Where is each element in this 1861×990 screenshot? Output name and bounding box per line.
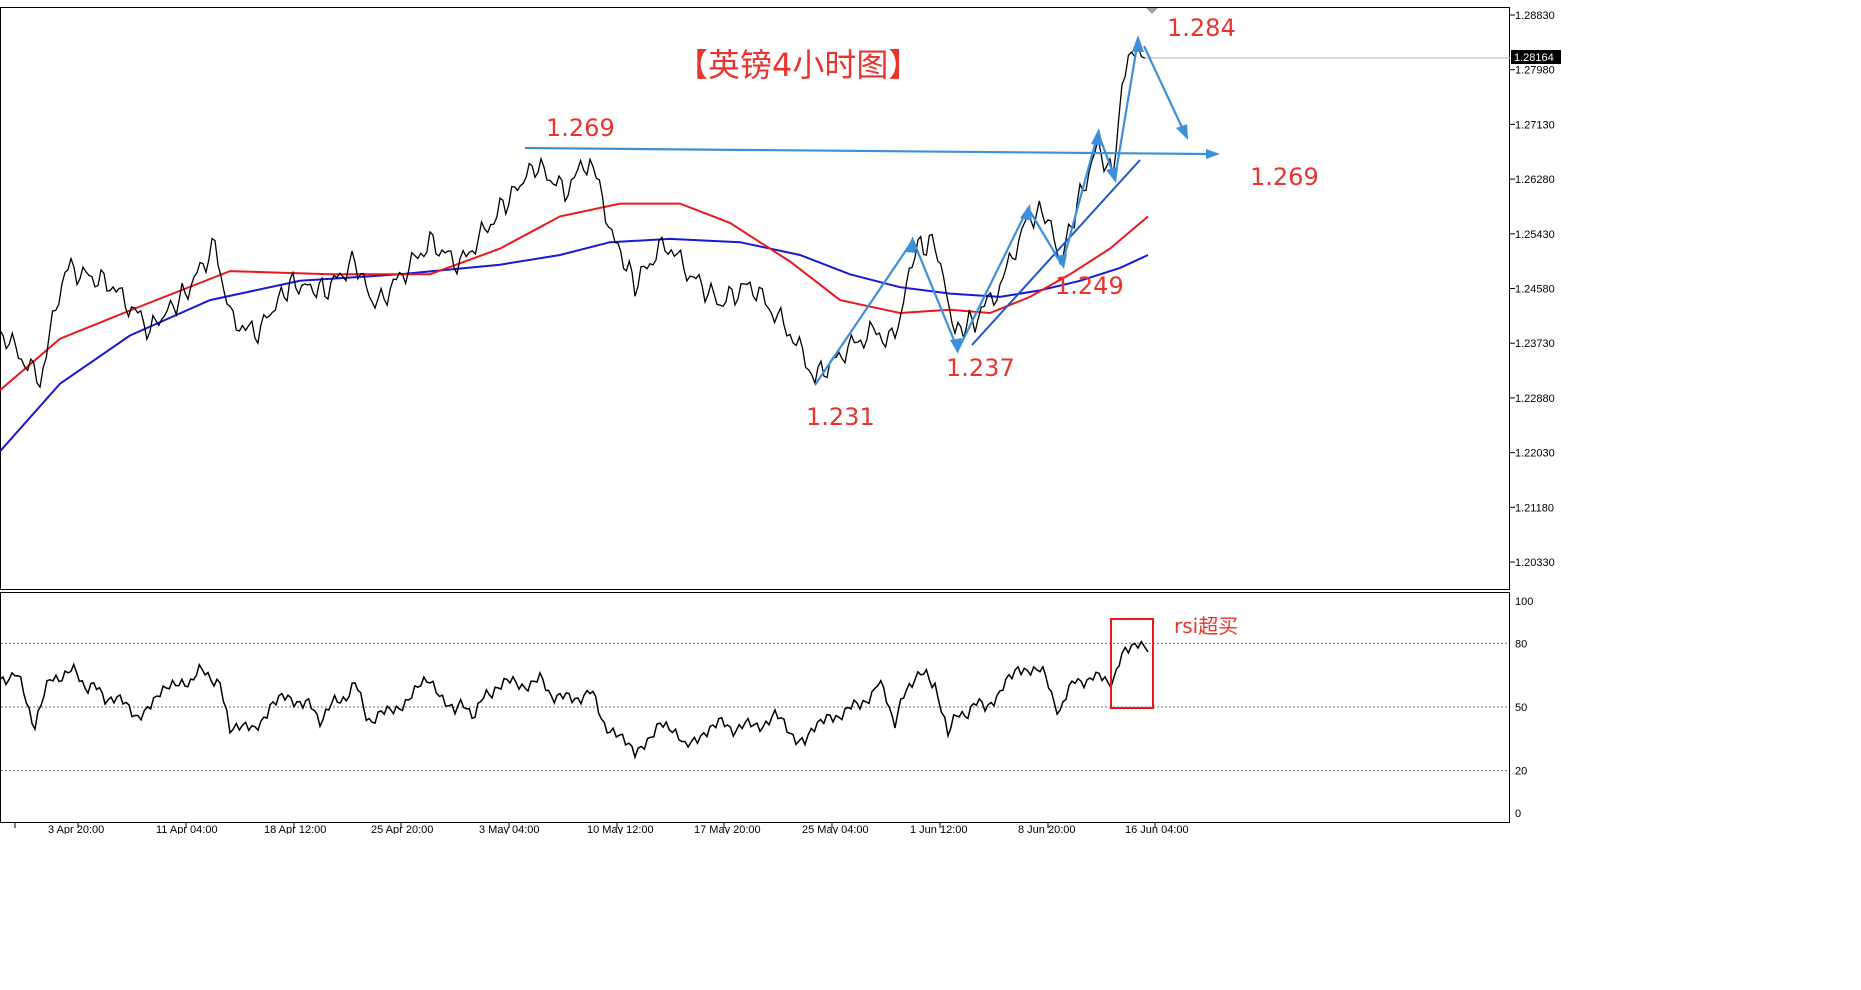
annot-low-1: 1.231 [806,403,875,431]
arrowhead-icon [950,338,962,354]
arrowhead-icon [1020,204,1032,221]
time-tick-label: 17 May 20:00 [694,824,761,834]
rsi-tick-label: 0 [1515,808,1521,820]
arrow-up-1 [814,239,914,386]
arrow-down-4 [1143,45,1187,137]
time-tick-label: 18 Apr 12:00 [264,824,326,834]
rsi-tick-label: 20 [1515,766,1527,778]
rsi-line [0,640,1149,760]
price-line [0,44,1146,389]
annot-top-high: 1.284 [1167,14,1236,42]
rsi-tick-label: 100 [1515,596,1533,608]
price-tick-label: 1.22030 [1515,448,1555,460]
arrowhead-icon [1091,128,1103,146]
arrow-up-4 [1113,39,1140,179]
arrowhead-icon [1132,35,1144,52]
arrow-up-2 [957,207,1029,351]
time-tick-label: 25 May 04:00 [802,824,869,834]
arrowhead-icon [1106,167,1118,183]
price-tick-label: 1.23730 [1515,338,1555,350]
resistance-arrow-head-icon [1206,149,1220,159]
arrowhead-icon [1176,124,1188,140]
current-price-tag [1511,50,1561,64]
time-tick-label: 25 Apr 20:00 [371,824,433,834]
annot-rsi-note: rsi超买 [1174,614,1238,638]
price-tick-label: 1.25430 [1515,229,1555,241]
arrow-heads [905,35,1188,354]
support-trendline [971,159,1141,346]
price-tick-label: 1.27130 [1515,119,1555,131]
price-axis: 1.28830 1.27980 1.27130 1.26280 1.25430 1.245… [1515,10,1555,569]
price-tick-label: 1.27980 [1515,65,1555,77]
price-tick-label: 1.24580 [1515,284,1555,296]
rsi-tick-label: 50 [1515,702,1527,714]
price-tick-label: 1.21180 [1515,502,1554,514]
arrowhead-icon [905,236,916,253]
arrow-up-3 [1060,132,1100,266]
price-grid [1510,14,1515,563]
time-tick-label: 10 May 12:00 [587,824,654,834]
annot-right-level: 1.269 [1250,163,1319,191]
ma-fast-line [0,202,1149,391]
rsi-levels [1,642,1509,772]
rsi-axis: 100 80 50 20 0 [1515,596,1533,820]
price-tick-label: 1.20330 [1515,557,1555,569]
current-price-label: 1.28164 [1514,52,1554,64]
time-tick-label: 8 Jun 20:00 [1018,824,1076,834]
annot-left-high: 1.269 [546,114,615,142]
scroll-marker-icon[interactable] [1146,8,1158,14]
time-tick-label: 16 Jun 04:00 [1125,824,1189,834]
price-tick-label: 1.22880 [1515,393,1555,405]
price-tick-label: 1.26280 [1515,174,1555,186]
rsi-overbought-box [1110,618,1154,709]
rsi-tick-label: 80 [1515,638,1527,650]
arrowhead-icon [1055,254,1067,269]
arrow-down-2 [1027,207,1063,266]
time-tick-label: 3 May 04:00 [479,824,540,834]
arrow-down-1 [911,239,960,351]
annot-low-3: 1.249 [1055,272,1124,300]
forex-chart: 1.28830 1.27980 1.27130 1.26280 1.25430 1.245… [0,7,1561,834]
time-tick-label: 1 Jun 12:00 [910,824,968,834]
time-tick-label: 3 Apr 20:00 [48,824,104,834]
chart-title: 【英镑4小时图】 [676,46,920,84]
wave-arrows [814,39,1187,386]
annot-low-2: 1.237 [946,354,1015,382]
price-tick-label: 1.28830 [1515,10,1555,22]
resistance-line [524,146,1209,156]
time-tick-label: 11 Apr 04:00 [156,824,218,834]
